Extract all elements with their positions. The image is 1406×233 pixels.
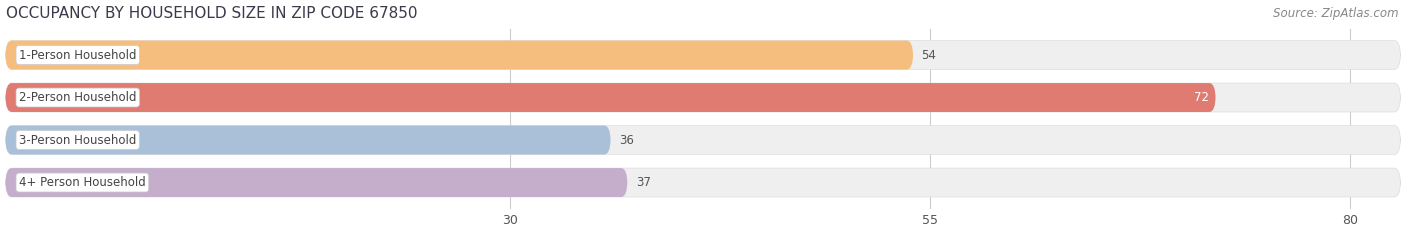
Text: 4+ Person Household: 4+ Person Household (20, 176, 146, 189)
Text: Source: ZipAtlas.com: Source: ZipAtlas.com (1274, 7, 1399, 20)
Text: 37: 37 (636, 176, 651, 189)
FancyBboxPatch shape (6, 41, 912, 69)
FancyBboxPatch shape (6, 168, 627, 197)
FancyBboxPatch shape (6, 126, 610, 154)
FancyBboxPatch shape (6, 126, 1400, 154)
Text: 36: 36 (619, 134, 634, 147)
Text: 2-Person Household: 2-Person Household (20, 91, 136, 104)
FancyBboxPatch shape (6, 168, 1400, 197)
FancyBboxPatch shape (6, 83, 1216, 112)
Text: 54: 54 (921, 48, 936, 62)
FancyBboxPatch shape (6, 83, 1400, 112)
Text: 1-Person Household: 1-Person Household (20, 48, 136, 62)
Text: OCCUPANCY BY HOUSEHOLD SIZE IN ZIP CODE 67850: OCCUPANCY BY HOUSEHOLD SIZE IN ZIP CODE … (6, 6, 418, 21)
Text: 3-Person Household: 3-Person Household (20, 134, 136, 147)
FancyBboxPatch shape (6, 41, 1400, 69)
Text: 72: 72 (1194, 91, 1209, 104)
